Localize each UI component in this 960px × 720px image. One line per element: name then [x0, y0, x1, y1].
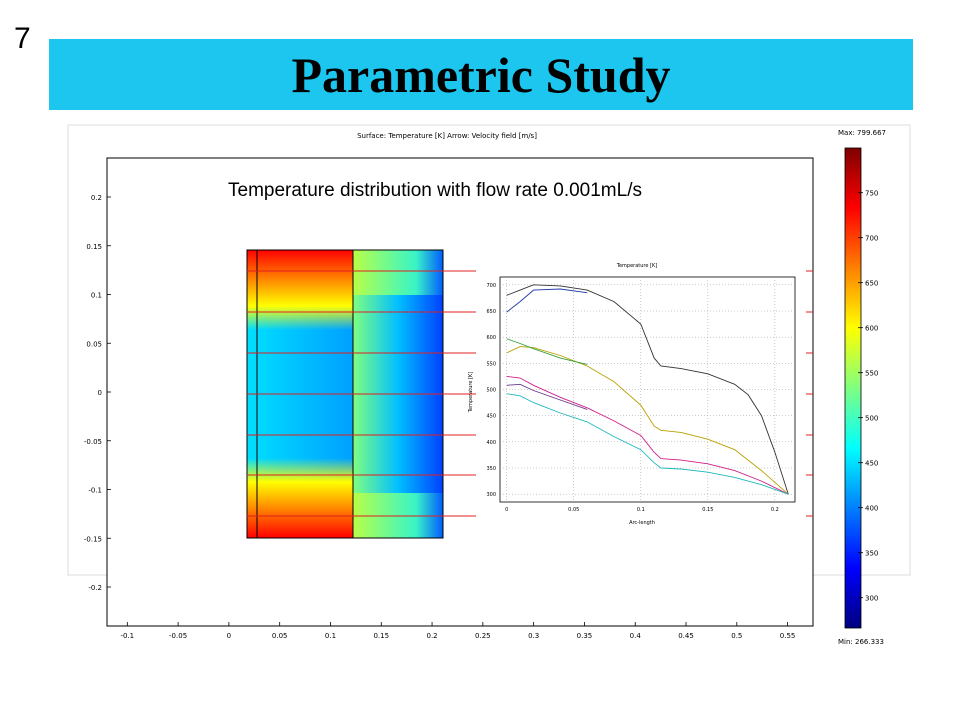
inset-series-line-6	[506, 383, 588, 410]
x-tick-label: 0.55	[780, 632, 796, 640]
inset-title: Temperature [K]	[616, 263, 657, 269]
y-tick-label: 0.05	[86, 340, 102, 348]
x-tick-label: 0.5	[731, 632, 742, 640]
colorbar-tick-label: 450	[865, 460, 878, 468]
x-tick-label: 0.1	[325, 632, 336, 640]
inset-x-tick-label: 0	[505, 507, 508, 513]
x-tick-label: 0.25	[475, 632, 491, 640]
y-tick-label: 0.1	[91, 292, 102, 300]
inset-y-tick-label: 300	[486, 492, 496, 498]
inset-series-line-4	[506, 338, 588, 365]
x-tick-label: 0.45	[678, 632, 694, 640]
colorbar-min-label: Min: 266.333	[838, 638, 884, 646]
inset-y-tick-label: 600	[486, 335, 496, 341]
surface-bottom-hot	[247, 458, 353, 538]
colorbar-tick-label: 700	[865, 235, 878, 243]
inset-y-tick-label: 500	[486, 388, 496, 394]
colorbar	[844, 147, 862, 629]
inset-y-tick-label: 350	[486, 466, 496, 472]
x-tick-label: 0.2	[426, 632, 437, 640]
title-bar: Parametric Study	[49, 39, 913, 110]
slide-number: 7	[14, 22, 31, 55]
inset-y-label: Temperature [K]	[468, 372, 474, 413]
colorbar-tick-label: 650	[865, 280, 878, 288]
y-tick-label: 0.15	[86, 243, 102, 251]
inset-series-line-7	[506, 393, 789, 495]
inset-series-line-5	[506, 375, 789, 495]
y-tick-label: -0.05	[84, 438, 102, 446]
x-tick-label: 0.15	[373, 632, 389, 640]
inset-series-line-3	[506, 346, 789, 495]
inset-x-tick-label: 0.15	[702, 507, 713, 513]
colorbar-tick-label: 300	[865, 595, 878, 603]
y-tick-label: 0.2	[91, 194, 102, 202]
inset-series-line-1	[506, 284, 789, 495]
inset-y-tick-label: 650	[486, 309, 496, 315]
inset-y-tick-label: 450	[486, 414, 496, 420]
colorbar-tick-label: 750	[865, 190, 878, 198]
colorbar-tick-label: 550	[865, 370, 878, 378]
y-tick-label: -0.15	[84, 535, 102, 543]
inset-ticks: 0 0.05 0.1 0.15 0.2 700 650 600 550 500 450 400 350 3…	[486, 283, 778, 513]
inset-x-tick-label: 0.1	[637, 507, 645, 513]
cut-lines	[247, 270, 813, 517]
colorbar-ticks: 750 700 650 600 550 500 450 400 350 300	[858, 190, 878, 603]
slide-title: Parametric Study	[291, 46, 671, 103]
figure-caption: Temperature distribution with flow rate …	[228, 180, 642, 201]
inset-series	[506, 284, 789, 495]
inset-x-tick-label: 0.05	[568, 507, 579, 513]
y-tick-label: 0	[98, 389, 102, 397]
inset-x-tick-label: 0.2	[771, 507, 779, 513]
main-axes: -0.1 -0.05 0 0.05 0.1 0.15 0.2 0.25 0.3 0.35 0.4 0.…	[84, 194, 796, 640]
colorbar-tick-label: 600	[865, 325, 878, 333]
surface-right-top	[353, 250, 443, 295]
colorbar-tick-label: 500	[865, 415, 878, 423]
x-tick-label: 0.3	[528, 632, 539, 640]
inset-y-tick-label: 400	[486, 440, 496, 446]
colorbar-max-label: Max: 799.667	[838, 129, 886, 137]
inset-x-label: Arc-length	[629, 520, 655, 526]
colorbar-tick-label: 350	[865, 550, 878, 558]
inset-series-line-2	[506, 288, 588, 313]
colorbar-tick-label: 400	[865, 505, 878, 513]
surface-top-hot	[247, 250, 353, 330]
y-tick-label: -0.1	[88, 487, 102, 495]
y-tick-label: -0.2	[88, 584, 102, 592]
x-tick-label: 0.4	[630, 632, 642, 640]
x-tick-label: -0.05	[169, 632, 187, 640]
plot-header: Surface: Temperature [K] Arrow: Velocity…	[357, 132, 537, 140]
inset-y-tick-label: 550	[486, 361, 496, 367]
x-tick-label: -0.1	[120, 632, 134, 640]
x-tick-label: 0	[227, 632, 231, 640]
inset-y-tick-label: 700	[486, 283, 496, 289]
x-tick-label: 0.05	[272, 632, 288, 640]
x-tick-label: 0.35	[577, 632, 593, 640]
